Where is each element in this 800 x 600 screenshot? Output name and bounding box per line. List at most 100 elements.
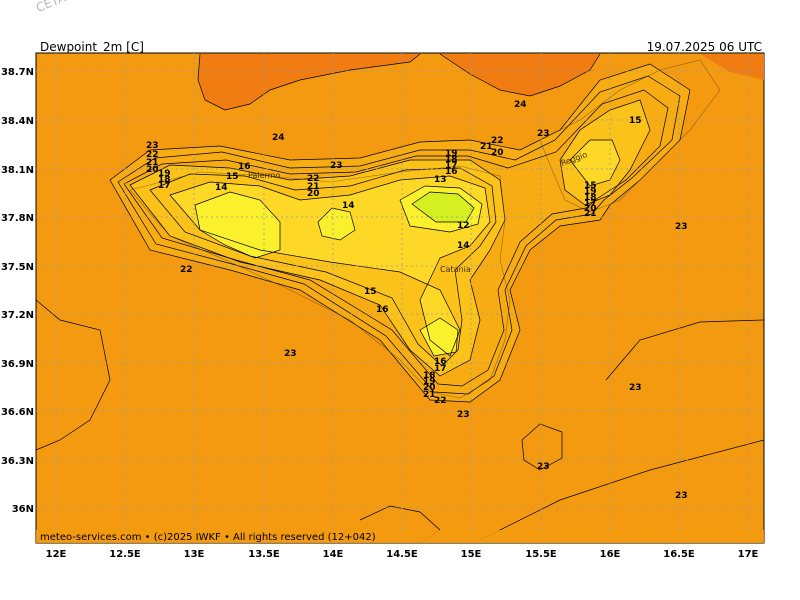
contour-label: 23 — [629, 383, 642, 393]
contour-line — [419, 317, 459, 357]
contour-label: 18 — [584, 193, 597, 203]
lat-tick-label: 37.5N — [1, 262, 34, 273]
lat-tick-label: 38.1N — [1, 165, 34, 176]
lat-tick-label: 38.4N — [1, 116, 34, 127]
contour-label: 19 — [445, 149, 458, 159]
contour-label: 23 — [675, 491, 688, 501]
contour-label: 22 — [307, 174, 320, 184]
contour-line — [559, 99, 651, 206]
contour-label: 15 — [584, 181, 597, 191]
lat-tick-label: 37.2N — [1, 310, 34, 321]
contour-line — [317, 207, 356, 241]
contour-label: 14 — [215, 183, 228, 193]
contour-label: 13 — [434, 175, 447, 185]
field-zone-13-etna — [420, 318, 458, 356]
contour-label: 17 — [158, 181, 171, 191]
contour-label: 16 — [445, 167, 458, 177]
coastline — [129, 59, 721, 399]
lon-tick-label: 14E — [323, 549, 344, 560]
contour-line — [35, 299, 111, 451]
zone-24-northeast — [440, 54, 600, 96]
contour-lines — [35, 53, 765, 544]
contour-label: 21 — [146, 158, 159, 168]
contour-label: 18 — [445, 155, 458, 165]
contour-label: 14 — [457, 241, 470, 251]
contour-label: 24 — [514, 100, 527, 110]
contour-label: 22 — [491, 136, 504, 146]
contour-line — [439, 53, 601, 97]
contour-label: 20 — [307, 189, 320, 199]
lon-tick-label: 15E — [461, 549, 482, 560]
contour-label: 14 — [342, 201, 355, 211]
lat-tick-label: 36.6N — [1, 407, 34, 418]
contour-line — [521, 423, 563, 471]
contour-line — [197, 53, 421, 111]
contour-label: 15 — [226, 172, 239, 182]
contour-label: 21 — [307, 182, 320, 192]
contour-label: 23 — [284, 349, 297, 359]
contour-label: 12 — [457, 221, 470, 231]
contour-line — [569, 139, 621, 187]
contour-label: 20 — [584, 204, 597, 214]
contour-line — [169, 175, 491, 357]
sicily-coast — [129, 165, 511, 399]
field-zone-12 — [412, 192, 474, 222]
contour-label: 23 — [675, 222, 688, 232]
contour-line — [109, 63, 691, 403]
contour-label: 15 — [364, 287, 377, 297]
lon-tick-label: 13.5E — [248, 549, 280, 560]
contour-label: 19 — [423, 377, 436, 387]
contour-line — [149, 167, 497, 367]
contour-label: 23 — [146, 141, 159, 151]
contour-label: 17 — [445, 161, 458, 171]
contour-line — [129, 159, 506, 377]
lat-tick-label: 36.9N — [1, 359, 34, 370]
contour-label: 22 — [434, 396, 447, 406]
contour-labels: 24 24 23 22 21 20 19 18 17 16 15 14 22 2… — [146, 100, 688, 501]
contour-label: 16 — [238, 162, 251, 172]
field-zone-13b — [318, 208, 355, 240]
contour-line — [194, 191, 281, 259]
contour-line — [123, 89, 669, 387]
lon-tick-label: 12E — [46, 549, 67, 560]
footer-band — [36, 530, 764, 543]
contour-line — [117, 75, 681, 395]
contour-line — [399, 185, 483, 233]
contour-label: 19 — [584, 187, 597, 197]
contour-label: 23 — [330, 161, 343, 171]
city-label-catania: Catania — [440, 265, 471, 274]
contour-label: 16 — [376, 305, 389, 315]
contour-label: 23 — [457, 410, 470, 420]
contour-label: 23 — [537, 129, 550, 139]
field-zone-13 — [195, 192, 280, 258]
lat-tick-label: 36N — [12, 504, 34, 515]
lon-tick-label: 16.5E — [663, 549, 695, 560]
city-label-palermo: Palermo — [248, 171, 280, 180]
contour-label: 24 — [272, 133, 285, 143]
contour-label: 21 — [423, 390, 436, 400]
contour-label: 15 — [629, 116, 642, 126]
contour-label: 18 — [158, 175, 171, 185]
parameter-title: Dewpoint_2m [C] — [40, 40, 144, 54]
contour-label: 20 — [491, 148, 504, 158]
contour-label: 19 — [158, 169, 171, 179]
field-zone-16-reggio — [570, 140, 620, 186]
contour-label: 17 — [434, 364, 447, 374]
contour-line — [411, 191, 475, 223]
lon-tick-label: 12.5E — [109, 549, 141, 560]
lon-tick-label: 17E — [738, 549, 759, 560]
contour-label: 17 — [584, 199, 597, 209]
contour-line — [479, 439, 765, 541]
contour-line — [605, 319, 765, 381]
lat-tick-label: 38.7N — [1, 67, 34, 78]
lat-tick-label: 37.8N — [1, 213, 34, 224]
contour-label: 18 — [423, 371, 436, 381]
lon-tick-label: 14.5E — [386, 549, 418, 560]
grid-lines — [36, 53, 764, 543]
contour-label: 22 — [146, 150, 159, 160]
contour-label: 21 — [584, 209, 597, 219]
contour-label: 21 — [480, 142, 493, 152]
lat-axis: 38.7N 38.4N 38.1N 37.8N 37.5N 37.2N 36.9… — [1, 67, 34, 515]
contour-label: 23 — [537, 462, 550, 472]
